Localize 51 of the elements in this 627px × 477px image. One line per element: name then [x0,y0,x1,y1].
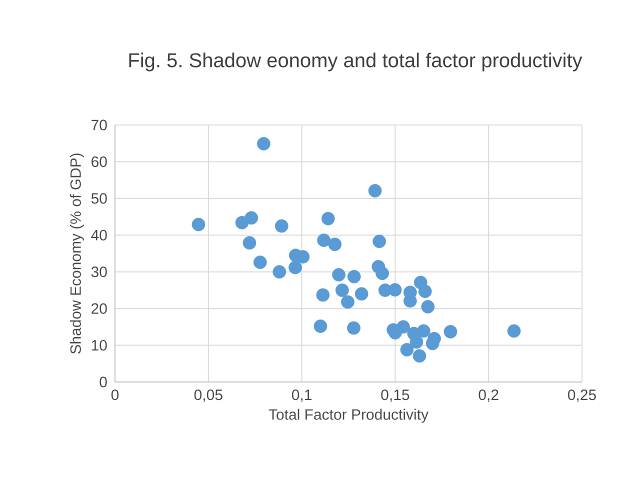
point [400,342,414,356]
point [421,300,435,314]
x-tick-label: 0,1 [292,390,312,402]
point [426,336,440,350]
y-tick-label: 50 [91,193,107,204]
point [388,283,402,297]
x-tick-label: 0 [111,390,119,400]
point [412,349,426,363]
x-axis-title: Total Factor Productivity [268,408,428,423]
point [244,211,258,225]
point [372,234,386,248]
point [396,320,410,334]
point [354,287,368,301]
point [347,321,360,335]
y-tick-label: 20 [92,303,107,314]
x-tick-label: 0,15 [381,390,410,402]
point [410,335,424,349]
point [314,319,328,333]
x-tick-label: 0,2 [478,390,498,402]
point [274,219,288,233]
x-tick-label: 0,05 [194,390,222,402]
point [368,184,382,198]
y-axis-title: Shadow Economy (% of GDP) [70,154,84,354]
point [341,295,354,309]
point [272,265,286,279]
point [321,212,335,226]
point [256,137,270,150]
y-tick-label: 30 [91,266,107,278]
point [296,250,310,264]
chart-title: Fig. 5. Shadow eonomy and total factor productivity [129,52,582,72]
point [316,288,330,302]
point [192,218,206,232]
y-tick-label: 0 [100,376,107,388]
point [507,324,521,338]
point [253,256,267,270]
point [376,266,390,280]
point [416,324,430,338]
point [288,260,302,274]
y-tick-label: 10 [92,340,107,351]
y-tick-label: 60 [92,156,107,168]
point [328,238,342,252]
point [347,270,361,284]
point [317,234,331,247]
y-tick-label: 40 [91,230,107,240]
point [242,236,256,250]
y-tick-label: 70 [92,120,107,130]
point [444,325,458,338]
point [418,284,432,298]
x-tick-label: 0,25 [568,390,596,402]
point [335,284,349,297]
point [332,268,346,282]
